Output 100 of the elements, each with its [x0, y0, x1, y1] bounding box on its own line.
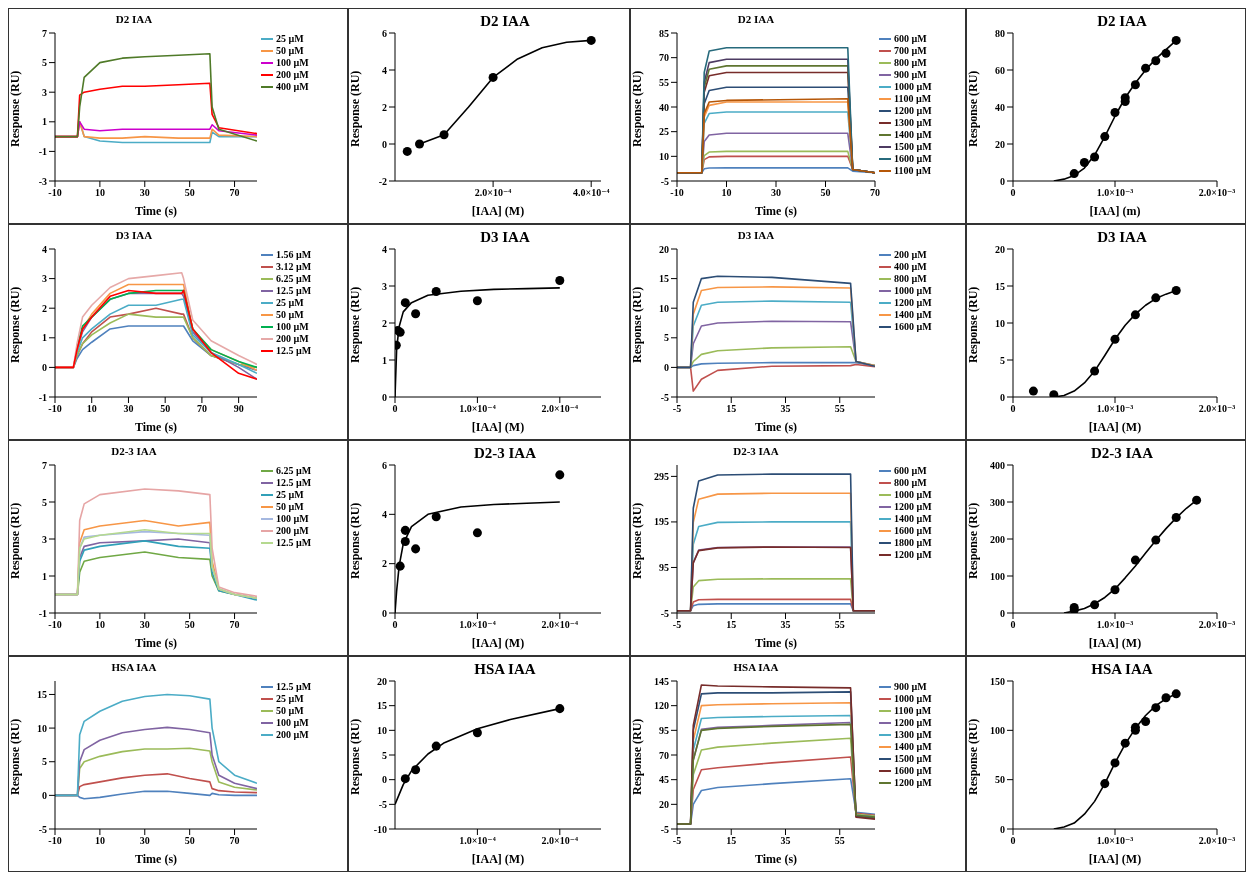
x-tick-label: 70: [229, 619, 240, 631]
y-tick-label: -1: [38, 607, 47, 619]
y-tick-label: 3: [382, 280, 387, 292]
y-tick-label: 20: [659, 798, 669, 810]
x-axis-title: [IAA] (M): [1088, 852, 1142, 866]
legend-label: 6.25 µM: [276, 465, 312, 477]
chart-title: D2-3 IAA: [732, 445, 780, 457]
x-tick-label: 10: [94, 187, 105, 199]
x-tick-label: 50: [160, 403, 171, 415]
y-tick-label: 0: [1000, 607, 1005, 619]
legend-label: 50 µM: [276, 501, 304, 513]
y-tick-label: 10: [659, 302, 669, 314]
legend-label: 1.56 µM: [276, 249, 312, 261]
x-tick-label: 35: [780, 835, 791, 847]
x-tick-label: 1.0×10⁻⁴: [459, 835, 496, 847]
chart-title: D2 IAA: [1096, 13, 1148, 30]
y-tick-label: 150: [990, 675, 1005, 687]
legend-label: 1600 µM: [894, 153, 932, 165]
x-tick-label: 2.0×10⁻⁴: [474, 187, 512, 199]
legend-label: 12.5 µM: [276, 345, 312, 357]
y-tick-label: 0: [42, 361, 47, 373]
y-tick-label: 5: [382, 749, 387, 761]
x-tick-label: 1.0×10⁻³: [1096, 187, 1134, 199]
y-tick-label: 4: [382, 243, 387, 255]
legend-label: 50 µM: [276, 309, 304, 321]
legend-label: 1300 µM: [894, 117, 932, 129]
legend-label: 12.5 µM: [276, 477, 312, 489]
legend-label: 25 µM: [276, 33, 304, 45]
x-tick-label: 70: [870, 187, 880, 199]
y-tick-label: 3: [42, 86, 47, 98]
legend-label: 100 µM: [276, 321, 309, 333]
x-tick-label: 4.0×10⁻⁴: [572, 187, 610, 199]
x-tick-label: 1.0×10⁻³: [1096, 403, 1134, 415]
y-axis-title: Response (RU): [630, 718, 645, 795]
y-axis-title: Response (RU): [630, 70, 645, 147]
x-tick-label: 30: [771, 187, 781, 199]
x-tick-label: 10: [94, 835, 105, 847]
x-tick-label: 70: [229, 835, 240, 847]
x-tick-label: 2.0×10⁻³: [1198, 403, 1236, 415]
legend-label: 900 µM: [894, 69, 927, 81]
legend-label: 600 µM: [894, 33, 927, 45]
x-tick-label: -5: [672, 403, 682, 415]
legend-label: 1100 µM: [894, 165, 932, 177]
y-axis-title: Response (RU): [8, 286, 23, 363]
legend-label: 100 µM: [276, 717, 309, 729]
y-tick-label: 6: [382, 459, 387, 471]
x-tick-label: 50: [820, 187, 831, 199]
y-tick-label: 95: [659, 724, 669, 736]
legend-label: 1300 µM: [894, 729, 932, 741]
x-tick-label: 50: [184, 835, 195, 847]
legend-label: 1200 µM: [894, 105, 932, 117]
y-tick-label: 0: [1000, 391, 1005, 403]
legend-label: 200 µM: [276, 333, 309, 345]
y-tick-label: 145: [654, 675, 669, 687]
x-tick-label: 30: [139, 187, 150, 199]
legend-label: 12.5 µM: [276, 681, 312, 693]
x-axis-title: [IAA] (M): [1088, 420, 1142, 434]
x-tick-label: 55: [834, 403, 845, 415]
y-tick-label: 70: [659, 52, 669, 64]
x-tick-label: -5: [672, 619, 682, 631]
legend-label: 25 µM: [276, 297, 304, 309]
x-axis-title: [IAA] (M): [471, 204, 525, 218]
legend-label: 1400 µM: [894, 741, 932, 753]
y-tick-label: -5: [660, 391, 669, 403]
y-tick-label: -5: [660, 175, 669, 187]
x-tick-label: 1.0×10⁻⁴: [459, 619, 496, 631]
legend-label: 1600 µM: [894, 321, 932, 333]
chart-title: D3 IAA: [736, 229, 776, 241]
x-tick-label: 10: [94, 619, 105, 631]
y-tick-label: 0: [382, 391, 387, 403]
y-tick-label: -1: [38, 145, 47, 157]
x-axis-title: Time (s): [134, 636, 178, 650]
legend-label: 12.5 µM: [276, 285, 312, 297]
chart-title: D2 IAA: [114, 13, 154, 25]
legend-label: 1400 µM: [894, 309, 932, 321]
x-tick-label: 2.0×10⁻⁴: [541, 619, 579, 631]
y-tick-label: 1: [382, 354, 387, 366]
y-axis-title: Response (RU): [966, 718, 981, 795]
y-tick-label: 195: [654, 516, 669, 528]
legend-label: 1400 µM: [894, 513, 932, 525]
y-tick-label: 400: [990, 459, 1005, 471]
y-tick-label: -5: [660, 823, 669, 835]
y-axis-title: Response (RU): [966, 70, 981, 147]
y-tick-label: 3: [42, 533, 47, 545]
x-tick-label: 70: [229, 187, 240, 199]
y-tick-label: 0: [382, 607, 387, 619]
y-axis-title: Response (RU): [348, 286, 363, 363]
y-tick-label: 70: [659, 749, 669, 761]
x-tick-label: -5: [672, 835, 682, 847]
y-tick-label: 50: [995, 774, 1005, 786]
legend-label: 1200 µM: [894, 717, 932, 729]
y-tick-label: 85: [659, 27, 669, 39]
legend-label: 200 µM: [276, 69, 309, 81]
y-tick-label: 2: [382, 558, 387, 570]
y-tick-label: -3: [38, 175, 47, 187]
legend-label: 100 µM: [276, 513, 309, 525]
x-tick-label: 0: [1010, 619, 1016, 631]
x-tick-label: 1.0×10⁻⁴: [459, 403, 496, 415]
y-axis-title: Response (RU): [8, 70, 23, 147]
x-tick-label: 2.0×10⁻³: [1198, 619, 1236, 631]
